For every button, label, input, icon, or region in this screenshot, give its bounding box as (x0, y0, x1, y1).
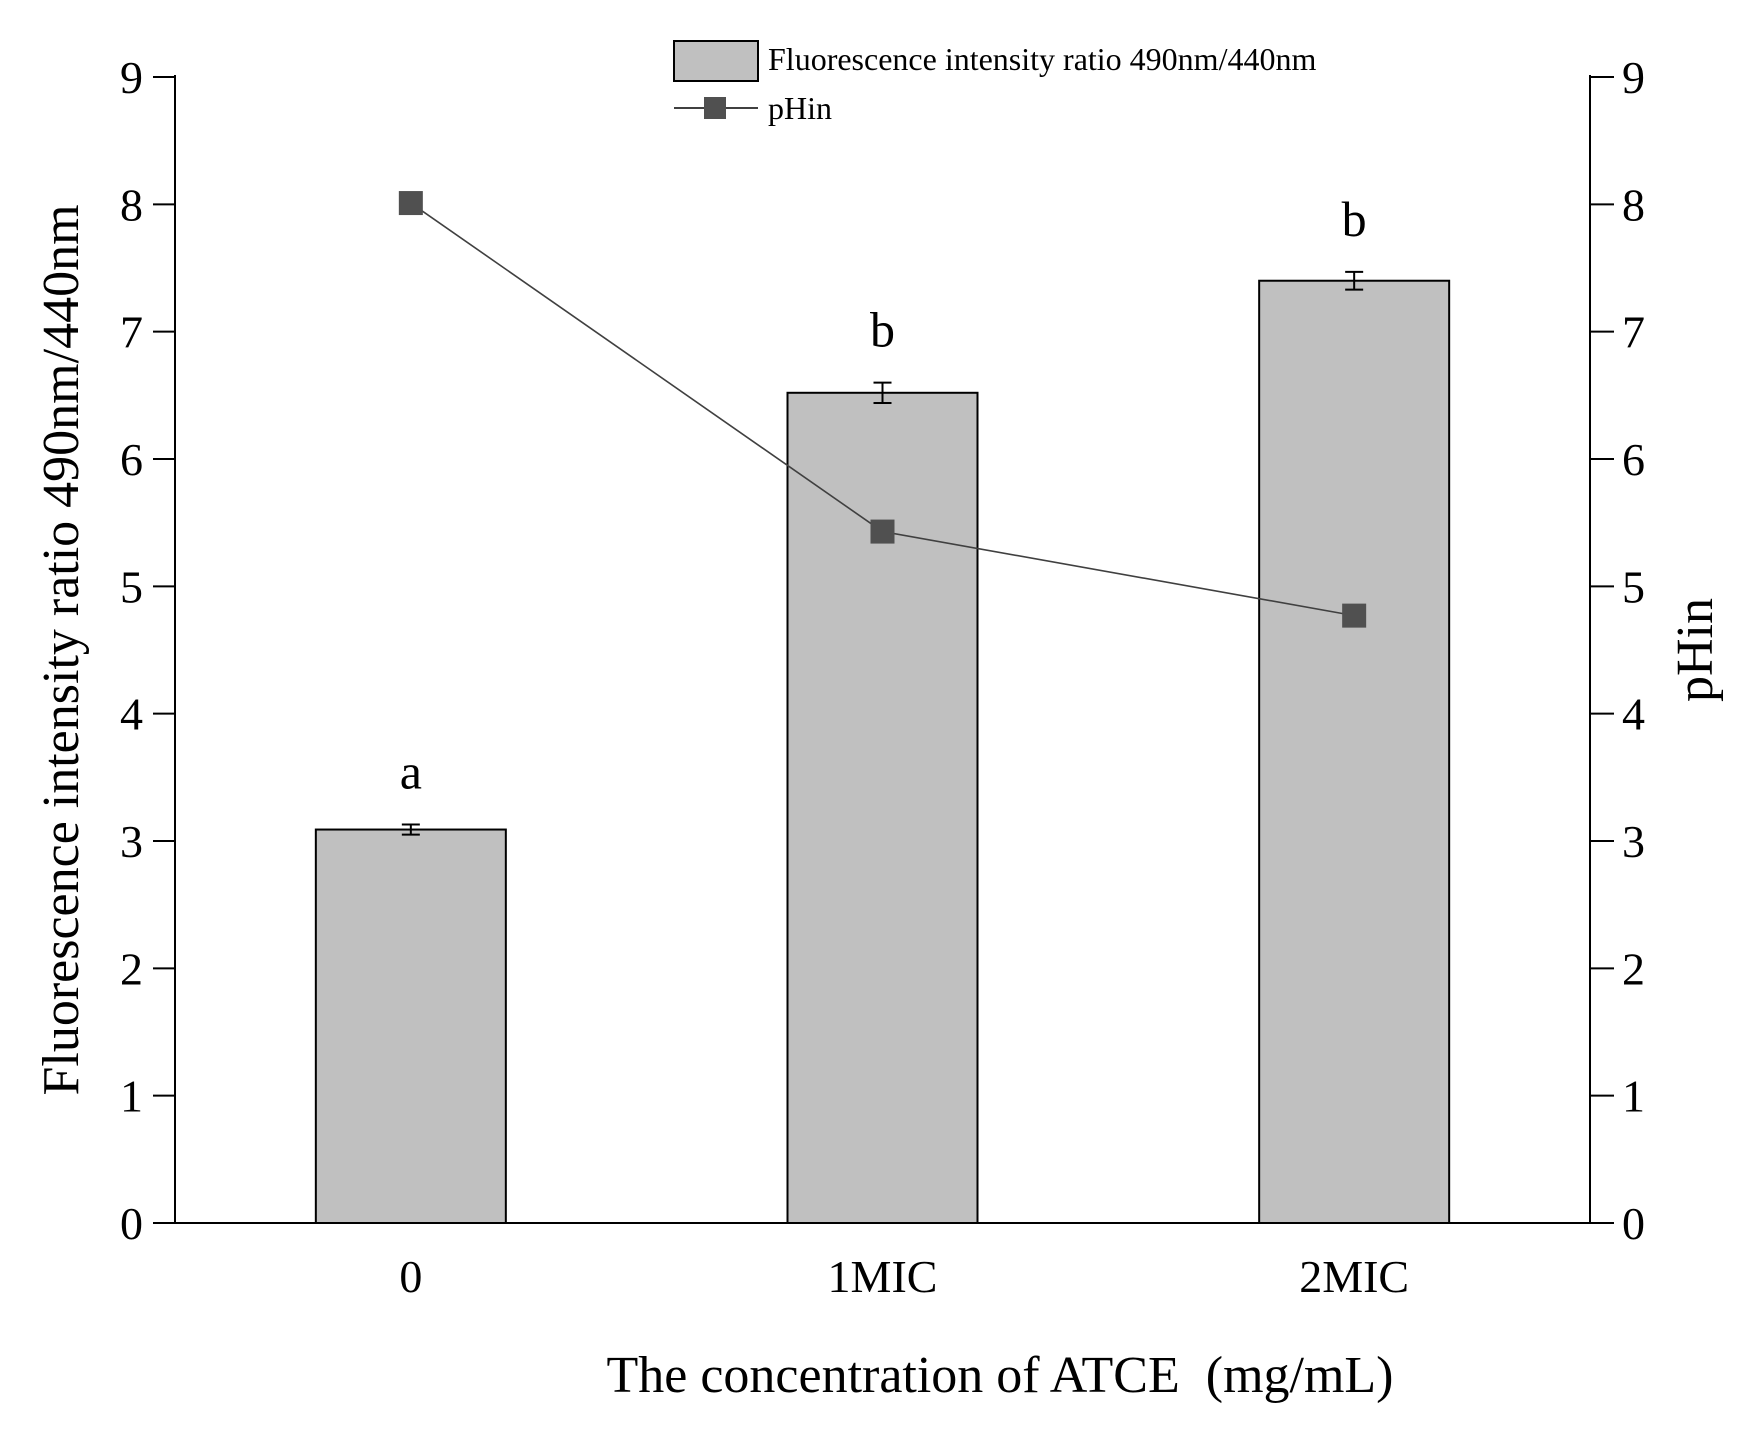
left-y-tick-label: 0 (120, 1198, 143, 1249)
legend-label-bar: Fluorescence intensity ratio 490nm/440nm (768, 41, 1316, 77)
legend: Fluorescence intensity ratio 490nm/440nm… (673, 40, 1316, 126)
left-y-tick-label: 4 (120, 689, 143, 740)
left-y-tick-label: 3 (120, 816, 143, 867)
right-y-tick-label: 7 (1622, 307, 1645, 358)
x-tick-label: 1MIC (828, 1251, 938, 1302)
right-y-tick-label: 8 (1622, 179, 1645, 230)
left-y-tick-label: 2 (120, 943, 143, 994)
left-y-tick-label: 6 (120, 434, 143, 485)
legend-swatch-marker (704, 97, 726, 119)
right-y-tick-label: 0 (1622, 1198, 1645, 1249)
bar-series: a b b (314, 191, 1451, 1224)
bar (786, 391, 979, 1224)
x-tick-label: 2MIC (1299, 1251, 1409, 1302)
right-y-tick-label: 2 (1622, 943, 1645, 994)
left-y-tick-label: 1 (120, 1071, 143, 1122)
axes: 0 1 2 3 4 5 6 7 8 9 0 1 2 3 4 5 6 7 8 9 0 1MIC 2MIC (120, 52, 1645, 1302)
right-y-tick-label: 6 (1622, 434, 1645, 485)
right-y-tick-label: 4 (1622, 689, 1645, 740)
left-y-tick-label: 7 (120, 307, 143, 358)
axis-titles: The concentration of ATCE (mg/mL) Fluores… (33, 204, 1724, 1404)
bar (314, 828, 507, 1224)
left-y-tick-label: 9 (120, 52, 143, 103)
right-y-tick-label: 3 (1622, 816, 1645, 867)
left-y-tick-label: 8 (120, 179, 143, 230)
left-y-axis-title: Fluorescence intensity ratio 490nm/440nm (33, 204, 90, 1095)
legend-swatch-bar (673, 40, 759, 82)
legend-label-line: pHin (768, 90, 832, 126)
line-series (398, 191, 1367, 628)
significance-letter: a (400, 743, 422, 799)
left-y-tick-label: 5 (120, 561, 143, 612)
bar (1258, 279, 1451, 1224)
x-tick-label: 0 (399, 1251, 422, 1302)
right-y-tick-label: 1 (1622, 1071, 1645, 1122)
line-marker (870, 519, 895, 544)
significance-letter: b (870, 302, 895, 358)
significance-letter: b (1342, 191, 1367, 247)
right-y-tick-label: 9 (1622, 52, 1645, 103)
x-axis-title: The concentration of ATCE (mg/mL) (606, 1347, 1393, 1404)
line-marker (398, 191, 423, 216)
right-y-axis-title: pHin (1667, 598, 1724, 702)
right-y-tick-label: 5 (1622, 561, 1645, 612)
line-marker (1342, 603, 1367, 628)
